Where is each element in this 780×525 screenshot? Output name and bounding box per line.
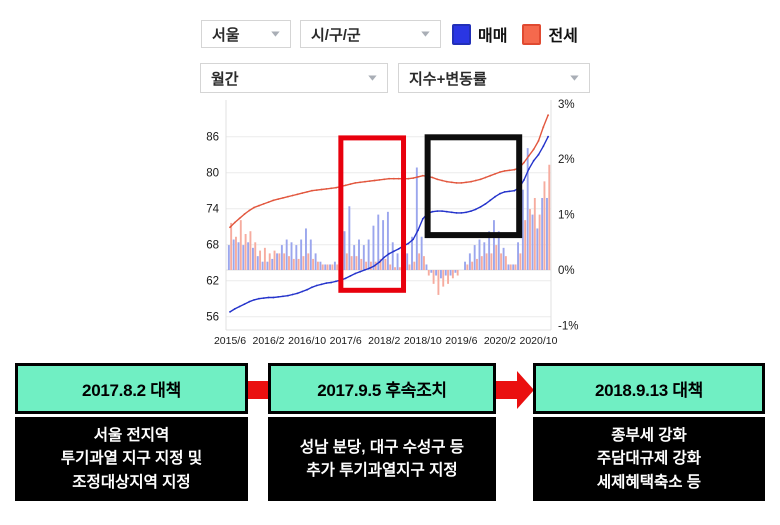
policy-card-body-3: 종부세 강화 주담대규제 강화 세제혜택축소 등: [533, 417, 765, 501]
svg-text:2016/2: 2016/2: [252, 335, 284, 347]
sale-index-line: [229, 135, 550, 313]
right-axis-labels: 3% 2% 1% 0% -1%: [558, 99, 578, 333]
region-select-value: 서울: [212, 26, 240, 44]
chevron-down-icon: ▼: [418, 29, 433, 39]
policy-card-title-2: 2017.9.5 후속조치: [268, 363, 496, 414]
svg-text:2018/10: 2018/10: [404, 335, 442, 347]
district-select-value: 시/구/군: [311, 26, 361, 44]
red-connector-bar: [248, 381, 268, 399]
jeonse-legend-swatch: [522, 23, 542, 45]
svg-text:80: 80: [206, 168, 219, 180]
chevron-down-icon: ▼: [567, 73, 582, 83]
sale-change-bars: [227, 148, 548, 279]
svg-text:86: 86: [206, 132, 219, 144]
svg-text:68: 68: [206, 240, 219, 252]
red-arrow-shaft: [496, 381, 517, 399]
jeonse-change-bars: [230, 164, 551, 295]
price-index-chart: 86 80 74 68 62 56 3% 2% 1% 0% -1% 2015/6 2016/2 2016/…: [206, 99, 578, 347]
x-axis-labels: 2015/6 2016/2 2016/10 2017/6 2018/2 2018/10 20…: [214, 335, 558, 347]
period-select-value: 월간: [211, 70, 239, 88]
svg-text:62: 62: [206, 276, 219, 288]
region-select[interactable]: 서울 ▼: [201, 20, 291, 48]
svg-text:2019/6: 2019/6: [445, 335, 477, 347]
svg-text:74: 74: [206, 204, 219, 216]
chevron-down-icon: ▼: [365, 73, 380, 83]
jeonse-index-line: [229, 114, 550, 229]
svg-text:2017/6: 2017/6: [330, 335, 362, 347]
svg-text:-1%: -1%: [558, 320, 578, 332]
black-highlight-box: [424, 134, 523, 239]
svg-text:56: 56: [206, 312, 219, 324]
metric-select[interactable]: 지수+변동률 ▼: [398, 63, 590, 93]
left-axis-labels: 86 80 74 68 62 56: [206, 132, 219, 324]
metric-select-value: 지수+변동률: [409, 70, 487, 88]
jeonse-legend-label: 전세: [548, 28, 578, 45]
svg-text:2015/6: 2015/6: [214, 335, 246, 347]
sale-legend-swatch: [452, 23, 471, 45]
period-select[interactable]: 월간 ▼: [200, 63, 388, 93]
red-highlight-box: [338, 135, 407, 293]
chart-legend: 매매 전세: [452, 22, 586, 46]
svg-text:2%: 2%: [558, 154, 575, 166]
policy-card-title-3: 2018.9.13 대책: [533, 363, 765, 414]
svg-text:0%: 0%: [558, 265, 575, 277]
svg-text:3%: 3%: [558, 99, 575, 111]
chevron-down-icon: ▼: [268, 29, 283, 39]
district-select[interactable]: 시/구/군 ▼: [300, 20, 441, 48]
policy-card-body-1: 서울 전지역 투기과열 지구 지정 및 조정대상지역 지정: [15, 417, 248, 501]
svg-text:2020/2: 2020/2: [484, 335, 516, 347]
policy-card-body-2: 성남 분당, 대구 수성구 등 추가 투기과열지구 지정: [268, 417, 496, 501]
svg-text:2018/2: 2018/2: [368, 335, 400, 347]
sale-legend-label: 매매: [478, 28, 508, 45]
svg-text:2016/10: 2016/10: [288, 335, 326, 347]
svg-text:1%: 1%: [558, 210, 575, 222]
red-arrow-head-icon: [517, 371, 534, 409]
svg-text:2020/10: 2020/10: [519, 335, 557, 347]
policy-card-title-1: 2017.8.2 대책: [15, 363, 248, 414]
